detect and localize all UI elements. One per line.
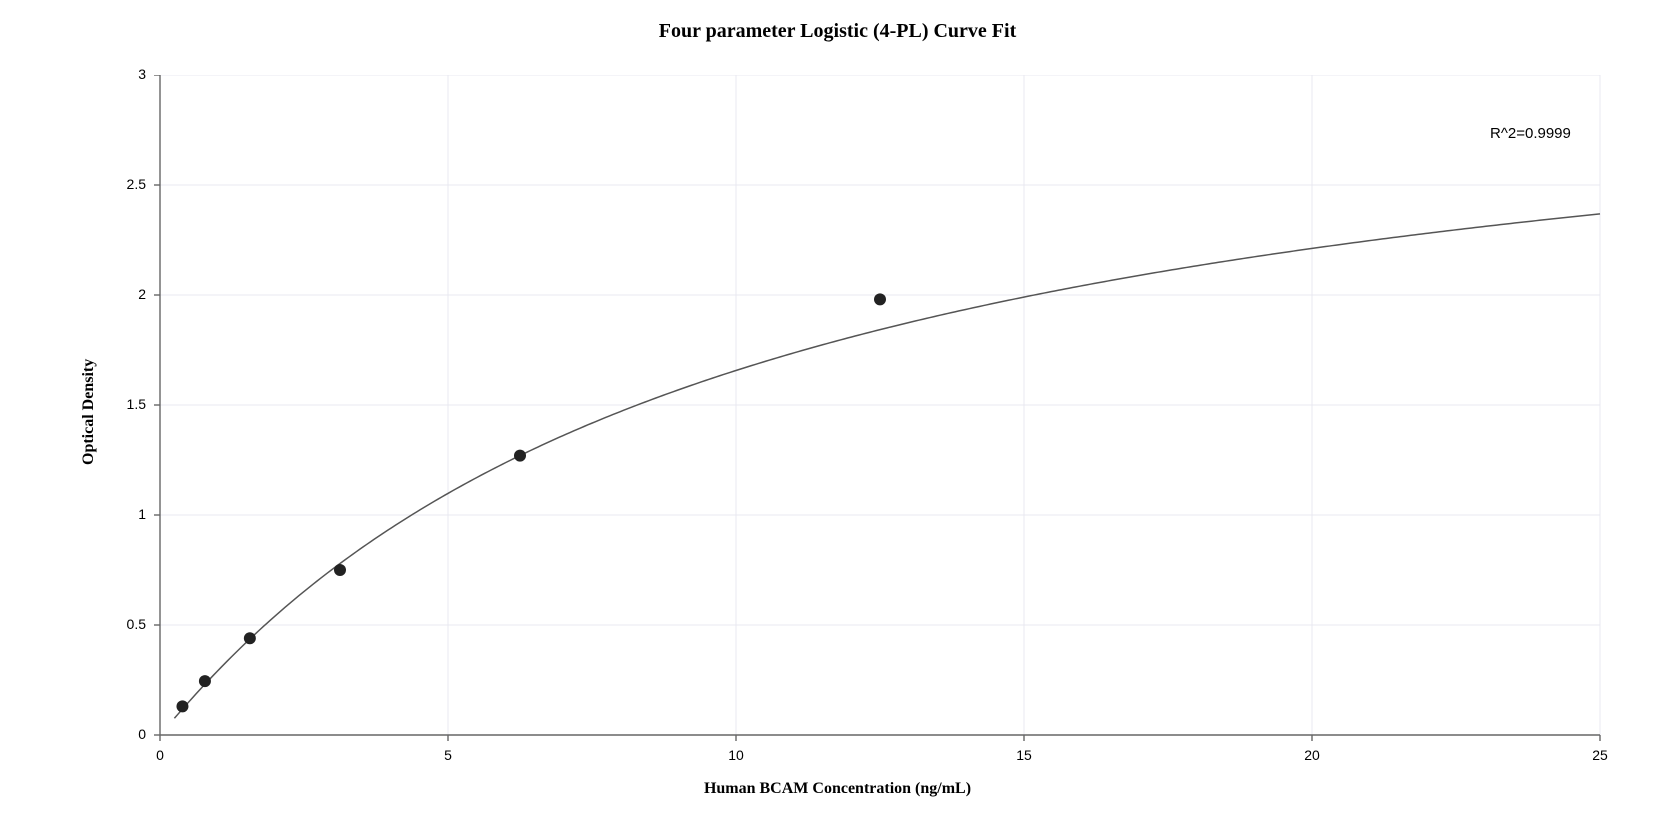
y-tick-label: 0.5: [127, 616, 146, 632]
x-tick-label: 20: [1302, 747, 1322, 763]
y-tick-label: 2.5: [127, 176, 146, 192]
x-tick-label: 25: [1590, 747, 1610, 763]
data-point: [514, 450, 526, 462]
x-tick-label: 5: [438, 747, 458, 763]
data-point: [176, 700, 188, 712]
chart-container: Four parameter Logistic (4-PL) Curve Fit…: [0, 0, 1675, 840]
y-tick-label: 0: [138, 726, 146, 742]
data-point: [334, 564, 346, 576]
y-tick-label: 1: [138, 506, 146, 522]
chart-plot-area: [152, 75, 1602, 745]
x-tick-label: 10: [726, 747, 746, 763]
data-point: [244, 632, 256, 644]
y-tick-label: 2: [138, 286, 146, 302]
data-point: [874, 293, 886, 305]
x-tick-label: 0: [150, 747, 170, 763]
y-tick-label: 3: [138, 66, 146, 82]
chart-title: Four parameter Logistic (4-PL) Curve Fit: [0, 20, 1675, 43]
fit-curve: [174, 214, 1600, 718]
y-tick-label: 1.5: [127, 396, 146, 412]
y-axis-label: Optical Density: [80, 359, 98, 465]
x-axis-label: Human BCAM Concentration (ng/mL): [0, 780, 1675, 798]
x-tick-label: 15: [1014, 747, 1034, 763]
data-point: [199, 675, 211, 687]
r-squared-annotation: R^2=0.9999: [1490, 125, 1571, 142]
